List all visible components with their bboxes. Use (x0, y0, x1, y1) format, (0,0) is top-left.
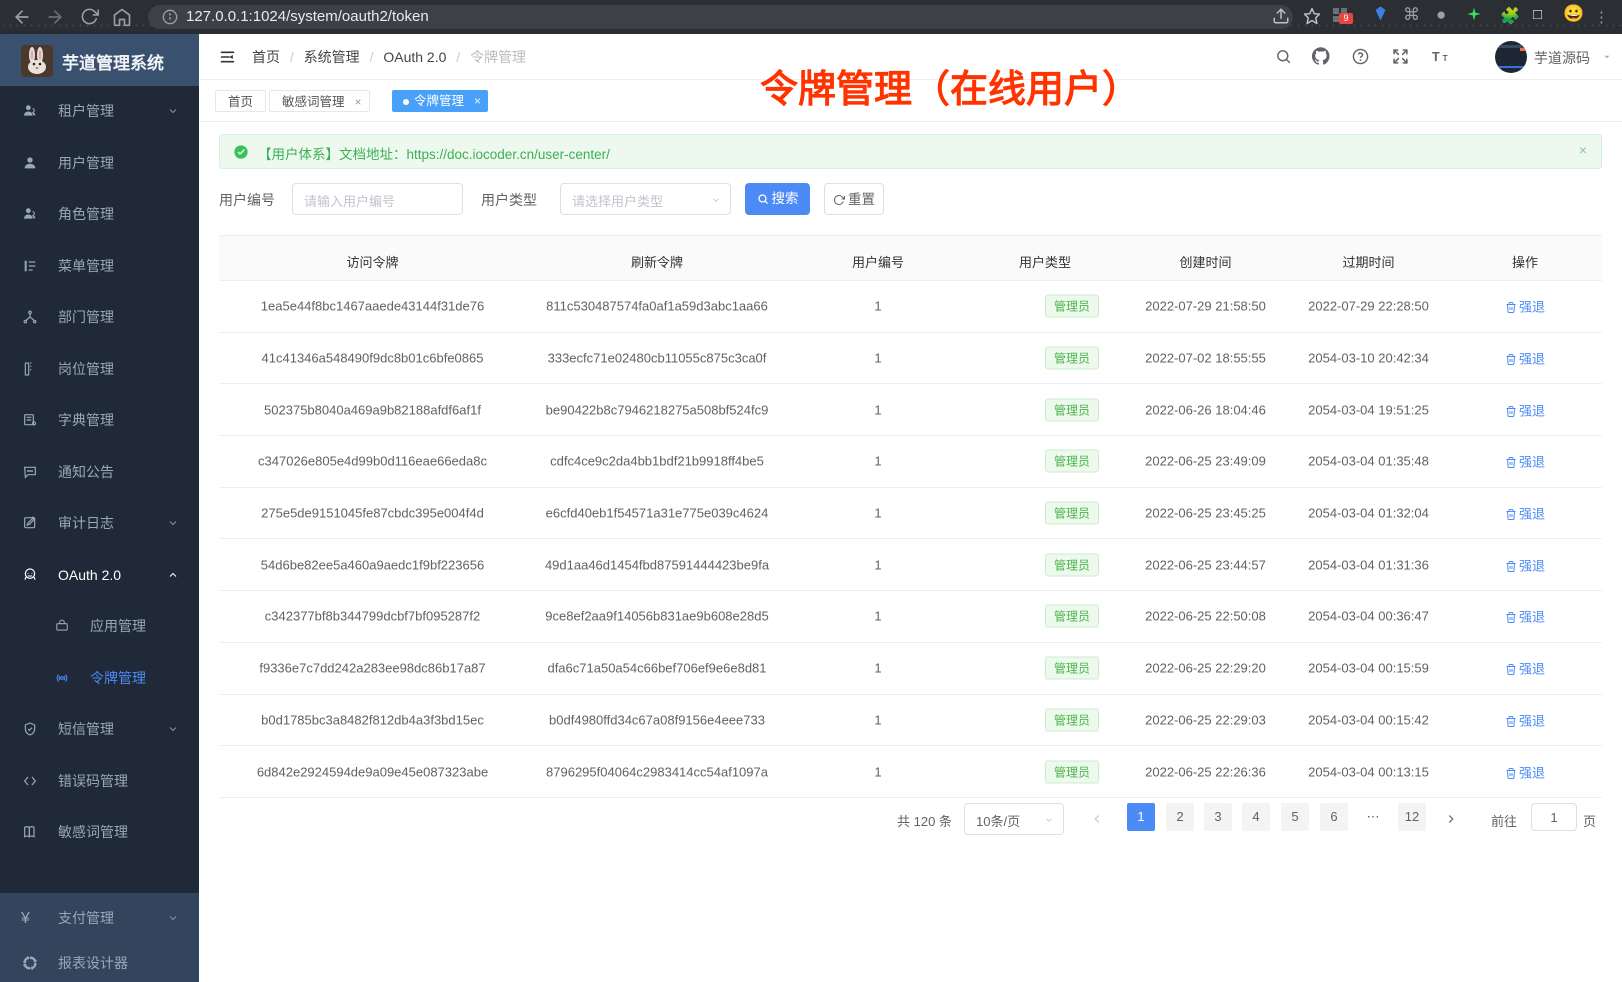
svg-text:T: T (1443, 54, 1448, 63)
svg-text:T: T (1432, 50, 1440, 64)
